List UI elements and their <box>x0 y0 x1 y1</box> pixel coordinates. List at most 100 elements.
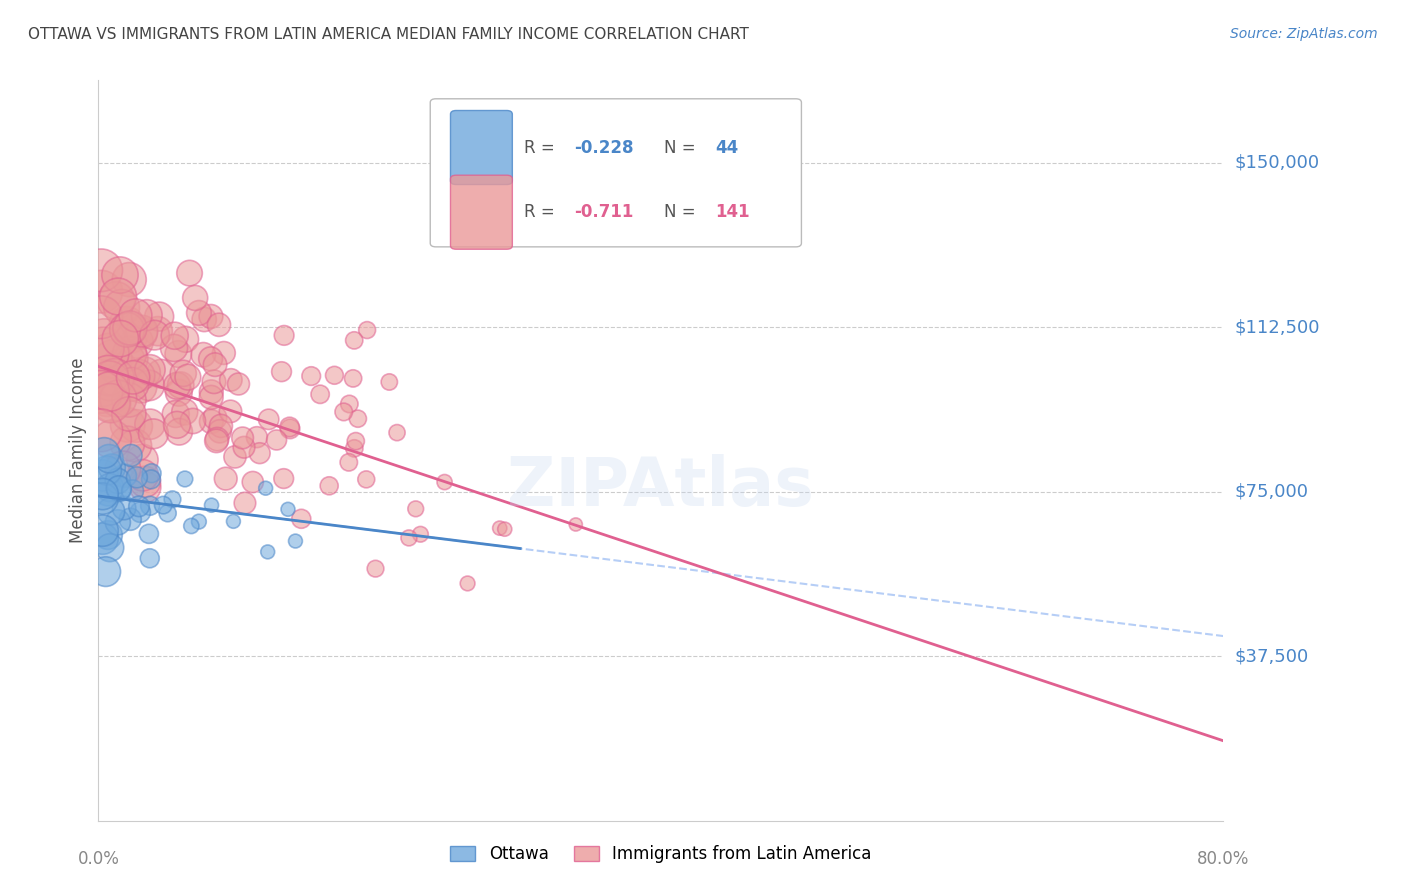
Point <box>332 405 354 419</box>
Point <box>318 479 340 493</box>
Point <box>356 472 378 486</box>
Point <box>170 378 193 392</box>
Point <box>118 322 141 336</box>
Text: -0.228: -0.228 <box>574 138 634 156</box>
Point <box>120 351 142 366</box>
Point <box>204 358 226 372</box>
Point <box>163 341 186 355</box>
Point <box>256 545 278 559</box>
Point <box>143 328 166 343</box>
Point <box>100 396 122 410</box>
Point <box>118 272 141 286</box>
Point <box>193 312 215 326</box>
Point <box>96 463 118 477</box>
Point <box>98 541 121 555</box>
Point <box>115 317 138 331</box>
Point <box>323 368 346 383</box>
Point <box>152 498 174 512</box>
Point <box>129 505 152 519</box>
Point <box>91 378 114 392</box>
Point <box>224 450 246 464</box>
Point <box>139 417 162 432</box>
Text: OTTAWA VS IMMIGRANTS FROM LATIN AMERICA MEDIAN FAMILY INCOME CORRELATION CHART: OTTAWA VS IMMIGRANTS FROM LATIN AMERICA … <box>28 27 749 42</box>
Point <box>150 367 173 381</box>
Point <box>246 430 269 444</box>
Point <box>180 519 202 533</box>
Point <box>204 410 226 425</box>
Point <box>139 551 162 566</box>
Point <box>266 433 288 447</box>
Point <box>232 431 254 445</box>
Point <box>337 397 360 411</box>
Point <box>97 368 120 383</box>
Point <box>200 310 222 324</box>
Point <box>179 266 201 280</box>
Point <box>101 460 124 475</box>
Point <box>200 415 222 429</box>
Point <box>107 474 129 488</box>
Point <box>219 404 242 418</box>
Point <box>134 366 156 380</box>
Text: ZIPAtlas: ZIPAtlas <box>508 455 814 520</box>
Point <box>142 426 165 441</box>
Point <box>124 438 146 452</box>
Point <box>117 353 139 368</box>
Point <box>208 425 231 439</box>
Point <box>249 446 271 460</box>
Point <box>167 425 190 439</box>
Point <box>125 470 148 484</box>
Point <box>131 326 153 340</box>
Point <box>200 498 222 512</box>
Point <box>134 475 156 489</box>
Point <box>90 423 112 437</box>
Point <box>101 433 124 447</box>
Point <box>202 375 225 389</box>
Point <box>193 348 215 362</box>
Point <box>565 517 588 532</box>
Point <box>98 384 121 399</box>
Point <box>273 328 295 343</box>
Point <box>139 363 162 377</box>
Point <box>100 504 122 518</box>
Legend: Ottawa, Immigrants from Latin America: Ottawa, Immigrants from Latin America <box>441 837 880 871</box>
Point <box>257 412 280 426</box>
Point <box>134 480 156 494</box>
Point <box>101 351 124 366</box>
Text: $75,000: $75,000 <box>1234 483 1309 500</box>
Point <box>139 499 162 513</box>
Point <box>120 329 142 343</box>
Point <box>90 263 112 277</box>
Point <box>91 487 114 501</box>
Point <box>184 291 207 305</box>
Point <box>209 418 232 433</box>
Point <box>91 532 114 546</box>
Point <box>91 341 114 355</box>
Point <box>433 475 456 489</box>
Point <box>174 332 197 346</box>
Point <box>98 346 121 360</box>
Point <box>187 515 209 529</box>
Point <box>172 367 194 381</box>
Point <box>128 368 150 383</box>
Point <box>188 306 211 320</box>
Point <box>110 332 132 346</box>
Point <box>205 432 228 446</box>
Point <box>111 364 134 378</box>
Point <box>146 324 169 338</box>
Point <box>344 434 367 449</box>
Point <box>215 472 238 486</box>
Point <box>284 534 307 549</box>
Point <box>277 502 299 516</box>
Point <box>494 522 516 536</box>
Point <box>167 385 190 400</box>
Point <box>108 268 131 282</box>
Text: $112,500: $112,500 <box>1234 318 1320 336</box>
Point <box>174 472 197 486</box>
Point <box>107 361 129 376</box>
Point <box>200 351 222 366</box>
Point <box>121 377 143 392</box>
Point <box>125 419 148 434</box>
Point <box>139 472 162 486</box>
Point <box>96 389 118 403</box>
Point <box>117 436 139 450</box>
